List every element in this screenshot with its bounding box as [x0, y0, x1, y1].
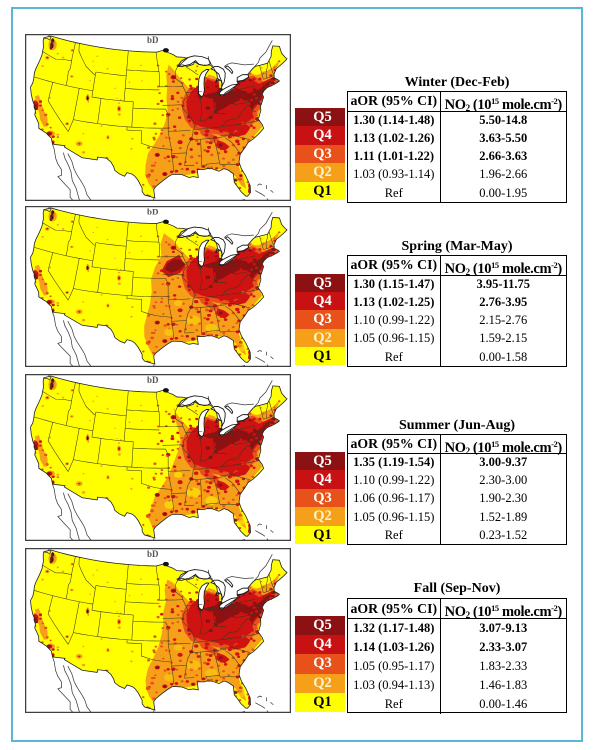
svg-text:bD: bD [147, 35, 159, 45]
svg-text:bD: bD [147, 375, 159, 385]
svg-text:bD: bD [147, 549, 159, 559]
svg-text:bD: bD [147, 207, 159, 217]
